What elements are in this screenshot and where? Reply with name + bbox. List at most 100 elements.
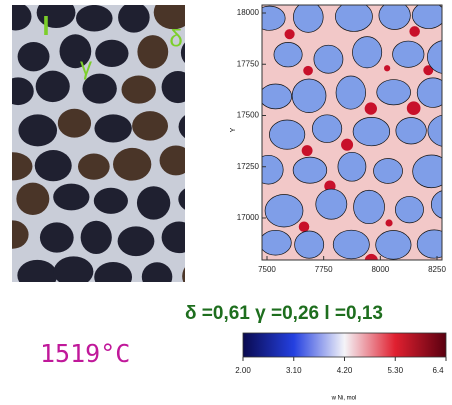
cell (416, 77, 442, 108)
x-tick-label: 8000 (371, 265, 389, 274)
colorbar-tick-label: 6.4 (432, 366, 444, 375)
grain (153, 5, 185, 30)
grain (82, 73, 117, 104)
x-tick-label: 8250 (428, 265, 446, 274)
phase-label: l (42, 11, 49, 41)
grain (17, 259, 58, 282)
cell (262, 154, 284, 185)
temperature: 1519°C (40, 339, 130, 368)
grain (113, 147, 152, 181)
hotspot (364, 102, 377, 115)
cell (427, 114, 442, 147)
hotspot (406, 101, 421, 116)
grain (59, 34, 92, 69)
cell (395, 117, 427, 145)
grain (93, 187, 128, 214)
cell (332, 229, 370, 260)
grain (34, 150, 72, 182)
cell (392, 40, 425, 68)
grain (118, 5, 150, 33)
cell (412, 154, 442, 189)
grain (77, 153, 110, 180)
grain (182, 267, 185, 282)
hotspot (284, 29, 295, 40)
phase-fractions: δ =0,61 γ =0,26 l =0,13 (185, 303, 383, 324)
cell (335, 5, 373, 32)
grain (161, 221, 185, 254)
cell (430, 190, 442, 219)
grain (57, 108, 92, 138)
grain (53, 256, 94, 282)
grain (94, 114, 132, 143)
grain (17, 41, 50, 72)
grain (12, 220, 29, 249)
y-tick-label: 17500 (237, 111, 260, 120)
plot-frame (261, 4, 443, 261)
cell (416, 229, 442, 259)
cell (315, 188, 348, 220)
cell (294, 230, 325, 259)
grain (117, 226, 155, 257)
hotspot (341, 138, 354, 151)
cell (427, 40, 442, 74)
grain (12, 152, 33, 181)
grain (39, 222, 74, 253)
cell (269, 119, 306, 150)
grain (80, 220, 112, 254)
cell (313, 44, 344, 74)
grain (161, 70, 185, 104)
cell (337, 151, 367, 182)
colorbar-tick-label: 2.00 (235, 366, 251, 375)
cell (352, 36, 383, 69)
grain (36, 5, 76, 28)
cell (293, 5, 324, 33)
micrograph-cells (12, 5, 185, 282)
cell (335, 75, 366, 110)
hotspot (423, 65, 434, 76)
y-tick-label: 17250 (237, 162, 260, 171)
cell (312, 114, 343, 143)
cell (291, 78, 327, 113)
cell (262, 5, 286, 31)
grain (12, 77, 34, 106)
cell (262, 229, 292, 256)
hotspot (409, 26, 420, 37)
cell (353, 189, 385, 225)
grain (180, 42, 185, 64)
cell (378, 5, 411, 30)
x-tick-label: 7500 (258, 265, 276, 274)
hotspot (385, 219, 393, 227)
simulation-cells (262, 5, 442, 260)
hotspot (364, 253, 378, 260)
grain (53, 183, 90, 211)
colorbar (242, 332, 447, 358)
grain (132, 111, 168, 141)
cell (395, 196, 424, 224)
cell (292, 156, 328, 184)
hotspot (298, 221, 310, 233)
colorbar-tick-label: 4.20 (337, 366, 353, 375)
colorbar-tick-label: 5.30 (387, 366, 403, 375)
cell (264, 194, 304, 228)
y-tick-label: 18000 (237, 8, 260, 17)
cell (373, 158, 403, 184)
grain (75, 5, 113, 32)
grain (159, 145, 185, 176)
y-axis-label: Y (230, 127, 237, 132)
hotspot (384, 65, 391, 72)
colorbar-tick-label: 3.10 (286, 366, 302, 375)
x-tick-label: 7750 (315, 265, 333, 274)
phase-label: δ (169, 25, 182, 52)
grain (136, 186, 171, 220)
cell (262, 83, 292, 110)
cell (352, 117, 391, 147)
grain (137, 35, 169, 69)
grain (141, 262, 173, 282)
phase-label: γ (80, 53, 92, 80)
y-tick-label: 17000 (237, 213, 260, 222)
colorbar-label: w Ni, mol (331, 396, 357, 402)
cell (376, 79, 411, 106)
grain (178, 115, 185, 139)
cell (375, 230, 412, 260)
